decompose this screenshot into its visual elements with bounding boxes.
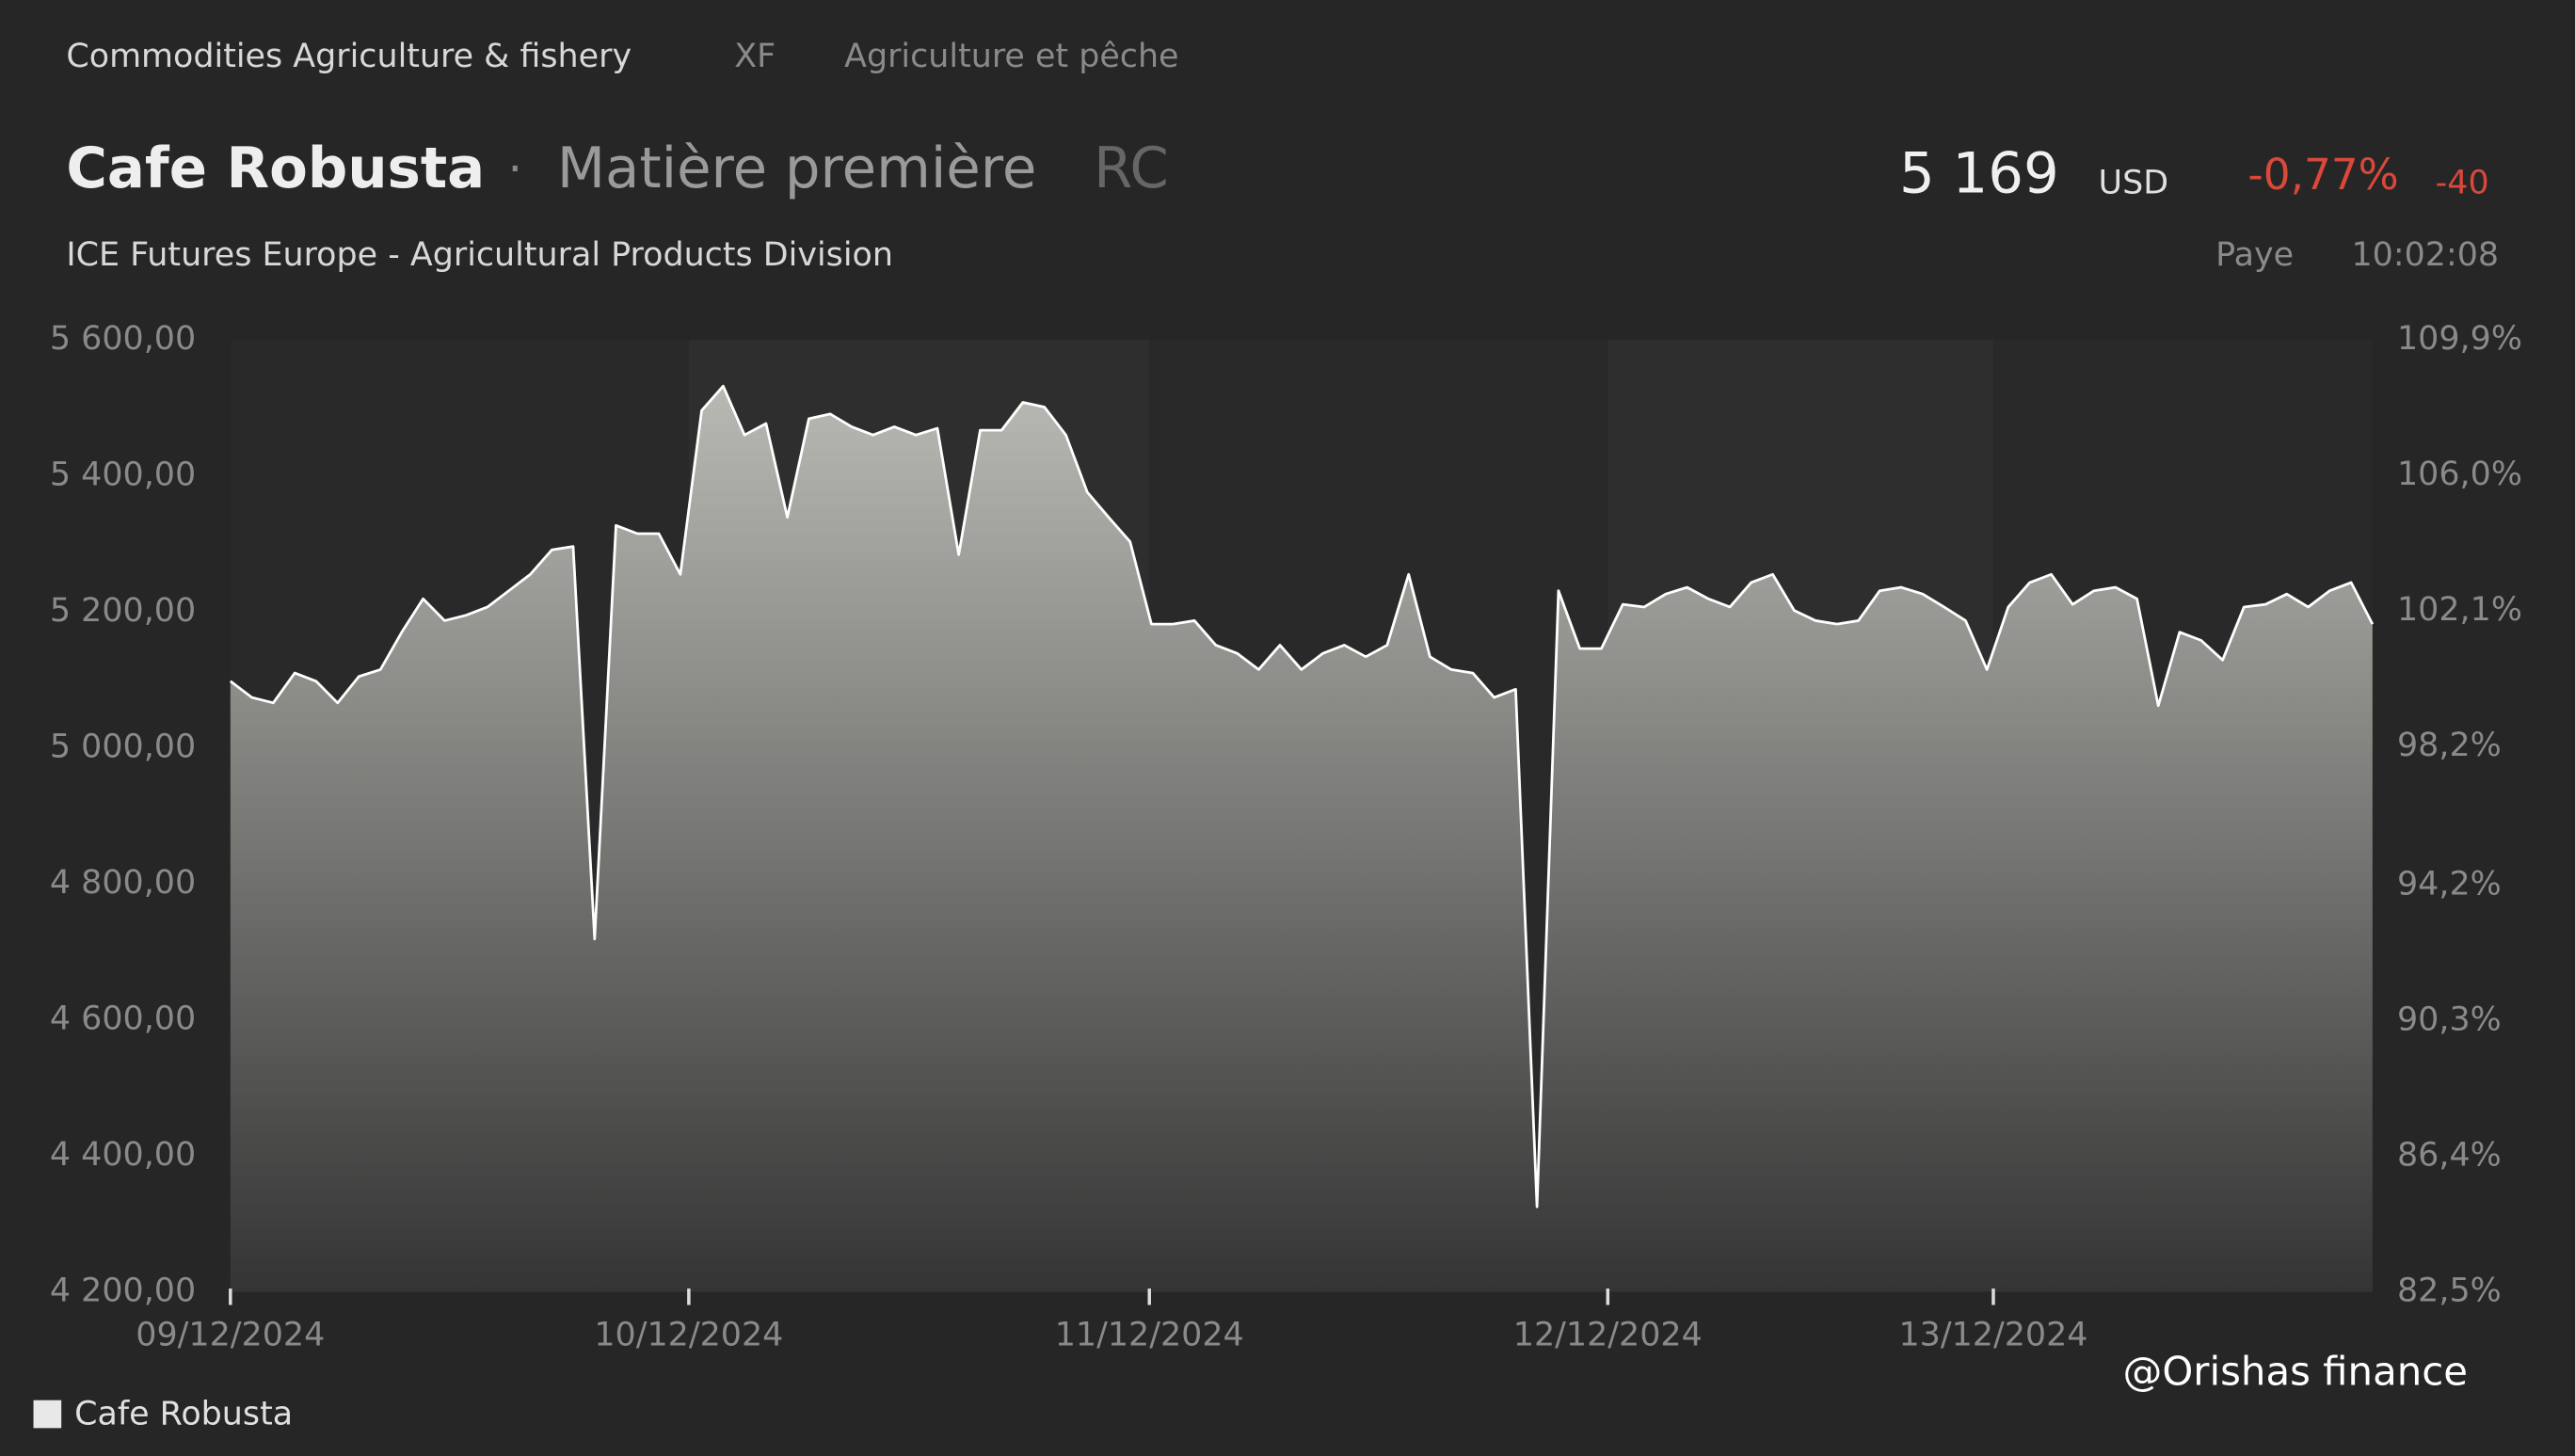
line xyxy=(229,384,2375,1208)
instrument-code: RC xyxy=(1094,136,1169,200)
y2-tick-label: 98,2% xyxy=(2397,727,2502,764)
plot: 5 600,00 5 400,00 5 200,00 5 000,00 4 800,00… xyxy=(50,320,2522,1354)
y-tick-label: 4 200,00 xyxy=(50,1272,196,1310)
instrument-kind: Matière première xyxy=(557,136,1036,200)
y2-tick-label: 94,2% xyxy=(2397,866,2502,904)
x-tick-label: 10/12/2024 xyxy=(594,1317,783,1354)
y-tick-label: 4 600,00 xyxy=(50,1000,196,1038)
y-tick-label: 5 600,00 xyxy=(50,320,196,358)
legend-swatch xyxy=(33,1400,62,1429)
currency: USD xyxy=(2099,164,2169,201)
x-tick-label: 12/12/2024 xyxy=(1513,1317,1703,1354)
breadcrumb[interactable]: Agriculture et pêche xyxy=(844,38,1178,75)
separator: · xyxy=(508,142,523,196)
market-status: Paye xyxy=(2215,236,2294,274)
y-tick-label: 4 400,00 xyxy=(50,1136,196,1174)
breadcrumb[interactable]: XF xyxy=(734,38,776,75)
y-tick-label: 5 400,00 xyxy=(50,456,196,494)
area xyxy=(230,386,2373,1292)
y2-tick-label: 86,4% xyxy=(2397,1137,2502,1175)
exchange: ICE Futures Europe - Agricultural Produc… xyxy=(66,236,893,274)
legend-label[interactable]: Cafe Robusta xyxy=(74,1395,293,1432)
y-tick-label: 5 200,00 xyxy=(50,592,196,630)
y2-tick-label: 102,1% xyxy=(2397,591,2522,629)
y-tick-label: 4 800,00 xyxy=(50,864,196,902)
price: 5 169 xyxy=(1899,140,2059,205)
y2-tick-label: 109,9% xyxy=(2397,320,2522,358)
change-percent: -0,77% xyxy=(2247,150,2398,200)
time: 10:02:08 xyxy=(2351,236,2499,274)
x-tick-label: 11/12/2024 xyxy=(1055,1317,1244,1354)
breadcrumb[interactable]: Commodities Agriculture & fishery xyxy=(66,38,632,75)
x-tick-label: 13/12/2024 xyxy=(1898,1317,2087,1354)
watermark: @Orishas finance xyxy=(2123,1348,2468,1394)
change: -40 xyxy=(2436,164,2489,201)
y2-tick-label: 90,3% xyxy=(2397,1001,2502,1039)
y2-tick-label: 82,5% xyxy=(2397,1272,2502,1310)
x-tick-label: 09/12/2024 xyxy=(136,1317,325,1354)
y-tick-label: 5 000,00 xyxy=(50,728,196,766)
y2-tick-label: 106,0% xyxy=(2397,456,2522,493)
instrument-name: Cafe Robusta xyxy=(66,136,485,200)
